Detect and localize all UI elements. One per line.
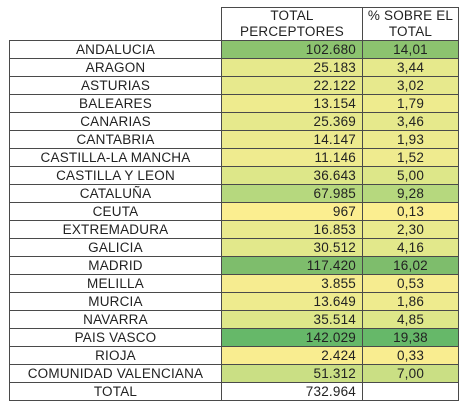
region-cell: CEUTA [9, 202, 222, 221]
pct-cell: 0,13 [362, 202, 459, 221]
pct-cell: 1,86 [362, 292, 459, 311]
table-row: CASTILLA-LA MANCHA 11.146 1,52 [9, 148, 459, 167]
pct-cell: 9,28 [362, 184, 459, 203]
table-row: NAVARRA 35.514 4,85 [9, 310, 459, 329]
region-cell: CANTABRIA [9, 130, 222, 149]
table-row: EXTREMADURA 16.853 2,30 [9, 220, 459, 239]
perceptores-cell: 967 [221, 202, 363, 221]
perceptores-table: TOTAL PERCEPTORES % SOBRE EL TOTAL ANDAL… [9, 7, 459, 401]
perceptores-cell: 16.853 [221, 220, 363, 239]
perceptores-cell: 25.183 [221, 58, 363, 77]
table-row: CANTABRIA 14.147 1,93 [9, 130, 459, 149]
table-row: GALICIA 30.512 4,16 [9, 238, 459, 257]
table-row: MADRID 117.420 16,02 [9, 256, 459, 275]
perceptores-cell: 2.424 [221, 346, 363, 365]
table-row: CATALUÑA 67.985 9,28 [9, 184, 459, 203]
header-row: TOTAL PERCEPTORES % SOBRE EL TOTAL [9, 7, 459, 41]
pct-cell: 1,93 [362, 130, 459, 149]
pct-cell: 0,33 [362, 346, 459, 365]
pct-cell: 4,16 [362, 238, 459, 257]
perceptores-cell: 117.420 [221, 256, 363, 275]
pct-cell: 16,02 [362, 256, 459, 275]
perceptores-cell: 13.649 [221, 292, 363, 311]
region-cell: CASTILLA-LA MANCHA [9, 148, 222, 167]
table-row: CASTILLA Y LEON 36.643 5,00 [9, 166, 459, 185]
perceptores-cell: 142.029 [221, 328, 363, 347]
region-cell: CANARIAS [9, 112, 222, 131]
table-row: CEUTA 967 0,13 [9, 202, 459, 221]
pct-cell: 1,52 [362, 148, 459, 167]
region-cell: GALICIA [9, 238, 222, 257]
total-perceptores-value: 732.964 [221, 382, 363, 401]
table-row: COMUNIDAD VALENCIANA 51.312 7,00 [9, 364, 459, 383]
total-row: TOTAL 732.964 [9, 382, 459, 401]
table-row: PAIS VASCO 142.029 19,38 [9, 328, 459, 347]
region-cell: ARAGON [9, 58, 222, 77]
pct-cell: 1,79 [362, 94, 459, 113]
pct-cell: 5,00 [362, 166, 459, 185]
perceptores-cell: 14.147 [221, 130, 363, 149]
pct-cell: 3,02 [362, 76, 459, 95]
region-cell: CATALUÑA [9, 184, 222, 203]
pct-cell: 7,00 [362, 364, 459, 383]
region-cell: BALEARES [9, 94, 222, 113]
region-cell: NAVARRA [9, 310, 222, 329]
header-total-perceptores-line1: TOTAL [270, 8, 314, 23]
table-row: MURCIA 13.649 1,86 [9, 292, 459, 311]
header-total-perceptores: TOTAL PERCEPTORES [221, 7, 363, 41]
perceptores-cell: 30.512 [221, 238, 363, 257]
perceptores-cell: 11.146 [221, 148, 363, 167]
pct-cell: 19,38 [362, 328, 459, 347]
perceptores-cell: 22.122 [221, 76, 363, 95]
pct-cell: 2,30 [362, 220, 459, 239]
pct-cell: 0,53 [362, 274, 459, 293]
header-pct-total-line2: TOTAL [388, 24, 433, 39]
pct-cell: 4,85 [362, 310, 459, 329]
table-row: MELILLA 3.855 0,53 [9, 274, 459, 293]
region-cell: MELILLA [9, 274, 222, 293]
table-row: BALEARES 13.154 1,79 [9, 94, 459, 113]
region-cell: EXTREMADURA [9, 220, 222, 239]
table-row: RIOJA 2.424 0,33 [9, 346, 459, 365]
header-blank-cell [9, 7, 222, 41]
perceptores-cell: 67.985 [221, 184, 363, 203]
perceptores-cell: 102.680 [221, 40, 363, 59]
table-row: CANARIAS 25.369 3,46 [9, 112, 459, 131]
region-cell: MURCIA [9, 292, 222, 311]
pct-cell: 14,01 [362, 40, 459, 59]
header-pct-total: % SOBRE EL TOTAL [362, 7, 459, 41]
region-cell: ASTURIAS [9, 76, 222, 95]
region-cell: PAIS VASCO [9, 328, 222, 347]
region-cell: ANDALUCIA [9, 40, 222, 59]
region-cell: RIOJA [9, 346, 222, 365]
region-cell: MADRID [9, 256, 222, 275]
table-row: ANDALUCIA 102.680 14,01 [9, 40, 459, 59]
perceptores-cell: 3.855 [221, 274, 363, 293]
perceptores-cell: 36.643 [221, 166, 363, 185]
region-cell: CASTILLA Y LEON [9, 166, 222, 185]
perceptores-cell: 25.369 [221, 112, 363, 131]
perceptores-cell: 51.312 [221, 364, 363, 383]
perceptores-cell: 35.514 [221, 310, 363, 329]
total-label: TOTAL [9, 382, 222, 401]
perceptores-cell: 13.154 [221, 94, 363, 113]
pct-cell: 3,46 [362, 112, 459, 131]
region-cell: COMUNIDAD VALENCIANA [9, 364, 222, 383]
table-body: ANDALUCIA 102.680 14,01 ARAGON 25.183 3,44 AST… [9, 40, 459, 383]
table-row: ASTURIAS 22.122 3,02 [9, 76, 459, 95]
total-pct-value [362, 382, 459, 401]
table-row: ARAGON 25.183 3,44 [9, 58, 459, 77]
header-total-perceptores-line2: PERCEPTORES [240, 24, 344, 39]
pct-cell: 3,44 [362, 58, 459, 77]
header-pct-total-line1: % SOBRE EL [367, 8, 454, 23]
